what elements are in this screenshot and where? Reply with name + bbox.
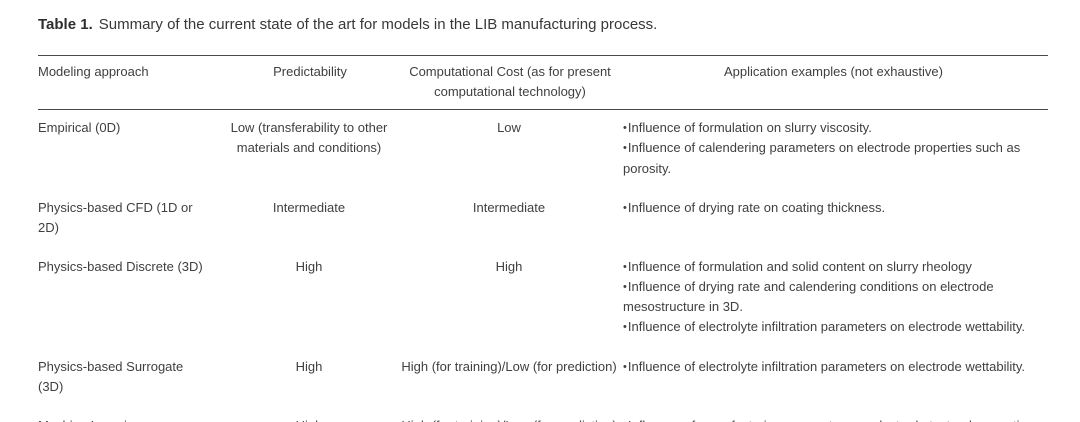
table-caption: Table 1. Summary of the current state of … bbox=[38, 14, 1048, 35]
cell-predictability: High bbox=[295, 358, 323, 374]
cell-computational-cost: High (for training)/Low (for prediction) bbox=[401, 358, 617, 374]
header-predictability: Predictability bbox=[223, 55, 401, 111]
cell-application-examples: •Influence of drying rate on coating thi… bbox=[623, 190, 1048, 249]
application-item: •Influence of electrolyte infiltration p… bbox=[623, 319, 1026, 335]
application-item: •Influence of drying rate and calenderin… bbox=[623, 279, 994, 315]
cell-application-examples: •Influence of formulation on slurry visc… bbox=[623, 110, 1048, 190]
table-row: Physics-based Surrogate (3D) High High (fo… bbox=[38, 349, 1048, 408]
header-computational-cost: Computational Cost (as for present compu… bbox=[401, 55, 623, 111]
bullet-icon: • bbox=[623, 360, 627, 373]
application-item: •Influence of electrolyte infiltration p… bbox=[623, 358, 1026, 374]
application-item: •Influence of manufacturing parameters o… bbox=[623, 416, 1048, 422]
cell-application-examples: •Influence of manufacturing parameters o… bbox=[623, 408, 1048, 422]
table-caption-text: Summary of the current state of the art … bbox=[98, 16, 658, 33]
cell-predictability: High bbox=[295, 258, 323, 274]
cell-computational-cost: Intermediate bbox=[472, 199, 546, 215]
table-body: Empirical (0D) Low (transferability to ot… bbox=[38, 110, 1048, 422]
cell-predictability: Intermediate bbox=[272, 199, 346, 215]
application-item: •Influence of calendering parameters on … bbox=[623, 140, 1021, 176]
cell-application-examples: •Influence of formulation and solid cont… bbox=[623, 249, 1048, 349]
application-item: •Influence of formulation on slurry visc… bbox=[623, 120, 872, 136]
table-header: Modeling approach Predictability Computa… bbox=[38, 55, 1048, 111]
bullet-icon: • bbox=[623, 142, 627, 155]
bullet-icon: • bbox=[623, 281, 627, 294]
header-application-examples: Application examples (not exhaustive) bbox=[623, 55, 1048, 111]
cell-modeling-approach: Physics-based CFD (1D or 2D) bbox=[38, 199, 193, 235]
application-item: •Influence of formulation and solid cont… bbox=[623, 258, 972, 274]
cell-computational-cost: Low bbox=[497, 120, 521, 136]
header-modeling-approach: Modeling approach bbox=[38, 55, 223, 111]
bullet-icon: • bbox=[623, 201, 627, 214]
table-row: Physics-based Discrete (3D) High High •Infl… bbox=[38, 249, 1048, 349]
table-caption-label: Table 1. bbox=[38, 16, 93, 33]
summary-table: Modeling approach Predictability Computa… bbox=[38, 55, 1048, 422]
table-row: Physics-based CFD (1D or 2D) Intermediate… bbox=[38, 190, 1048, 249]
bullet-icon: • bbox=[623, 321, 627, 334]
cell-modeling-approach: Physics-based Surrogate (3D) bbox=[38, 358, 184, 394]
cell-computational-cost: High bbox=[495, 258, 523, 274]
cell-modeling-approach: Empirical (0D) bbox=[38, 120, 121, 136]
bullet-icon: • bbox=[623, 260, 627, 273]
header-row: Modeling approach Predictability Computa… bbox=[38, 55, 1048, 111]
bullet-icon: • bbox=[623, 420, 627, 422]
cell-predictability: High bbox=[223, 408, 401, 422]
cell-application-examples: •Influence of electrolyte infiltration p… bbox=[623, 349, 1048, 408]
cell-computational-cost: High (for training)/Low (for prediction) bbox=[401, 408, 623, 422]
table-row: Empirical (0D) Low (transferability to ot… bbox=[38, 110, 1048, 190]
cell-predictability: Low (transferability to other materials … bbox=[230, 120, 388, 156]
application-item: •Influence of drying rate on coating thi… bbox=[623, 199, 886, 215]
cell-modeling-approach: Machine Learning bbox=[38, 408, 223, 422]
cell-modeling-approach: Physics-based Discrete (3D) bbox=[38, 258, 203, 274]
bullet-icon: • bbox=[623, 122, 627, 135]
table-row: Machine LearningHighHigh (for training)/… bbox=[38, 408, 1048, 422]
